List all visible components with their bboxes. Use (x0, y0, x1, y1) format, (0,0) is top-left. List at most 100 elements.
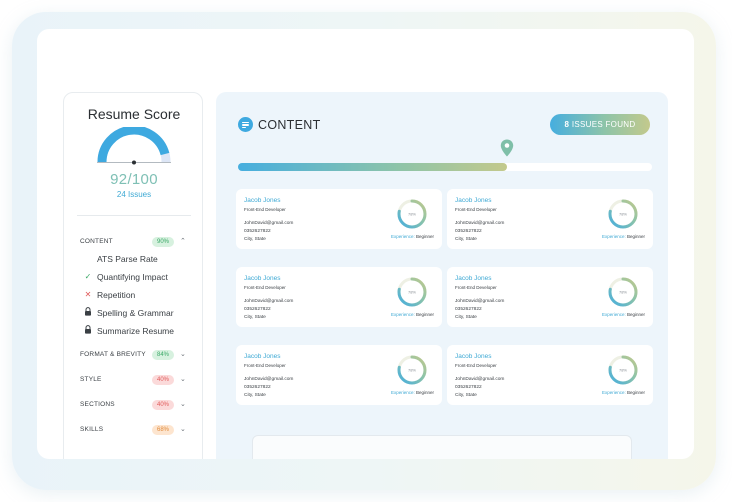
issues-count: 24 Issues (116, 190, 152, 199)
score-ring: 78% (397, 355, 427, 385)
content-item-summarize-resume[interactable]: Summarize Resume (83, 325, 193, 337)
category-label: CONTENT (80, 238, 113, 245)
lock-icon (83, 307, 93, 319)
experience-value: Beginner (627, 312, 646, 317)
content-item-spelling-grammar[interactable]: Spelling & Grammar (83, 307, 193, 319)
location-pin-icon[interactable] (500, 139, 514, 157)
resume-card[interactable]: Jacob Jones Front-End Developer JohnDavi… (447, 189, 653, 249)
content-item-label: Summarize Resume (97, 326, 174, 336)
experience-value: Beginner (627, 390, 646, 395)
resume-score-sidebar: Resume Score 92/100 24 Issues CONTENT 90… (63, 92, 203, 459)
candidate-name: Jacob Jones (244, 197, 281, 204)
score-ring: 78% (608, 355, 638, 385)
chevron-up-icon[interactable]: ⌃ (180, 238, 186, 245)
candidate-location: City, State (244, 315, 266, 320)
category-score-badge: 84% (152, 350, 174, 360)
detail-panel (252, 435, 632, 459)
experience-value: Beginner (627, 234, 646, 239)
score-ring: 78% (608, 277, 638, 307)
content-item-quantifying-impact[interactable]: ✓ Quantifying Impact (83, 271, 193, 283)
ring-percent: 78% (408, 368, 416, 373)
experience-value: Beginner (416, 390, 435, 395)
ring-percent: 78% (408, 212, 416, 217)
candidate-location: City, State (455, 237, 477, 242)
candidate-name: Jacob Jones (244, 353, 281, 360)
resume-card[interactable]: Jacob Jones Front-End Developer JohnDavi… (236, 189, 442, 249)
experience-line: Experience: Beginner (391, 234, 434, 239)
candidate-role: Front-End Developer (244, 207, 286, 212)
experience-value: Beginner (416, 234, 435, 239)
app-window: Resume Score 92/100 24 Issues CONTENT 90… (37, 29, 694, 459)
category-skills[interactable]: SKILLS 68% ⌄ (80, 425, 190, 437)
candidate-phone: 0352627822 (244, 385, 271, 390)
section-title: CONTENT (258, 118, 321, 132)
candidate-name: Jacob Jones (455, 353, 492, 360)
ring-percent: 78% (619, 290, 627, 295)
candidate-phone: 0352627822 (244, 307, 271, 312)
experience-label: Experience: (602, 234, 626, 239)
candidate-role: Front-End Developer (244, 363, 286, 368)
category-label: SECTIONS (80, 401, 115, 408)
cross-icon: ✕ (84, 290, 92, 299)
category-score-badge: 40% (152, 400, 174, 410)
candidate-phone: 0352627822 (244, 229, 271, 234)
score-ring: 78% (397, 277, 427, 307)
candidate-role: Front-End Developer (455, 285, 497, 290)
experience-line: Experience: Beginner (602, 390, 645, 395)
candidate-name: Jacob Jones (244, 275, 281, 282)
score-value: 92/100 (110, 171, 158, 188)
candidate-location: City, State (244, 237, 266, 242)
candidate-role: Front-End Developer (455, 363, 497, 368)
resume-card[interactable]: Jacob Jones Front-End Developer JohnDavi… (447, 267, 653, 327)
issues-found-badge[interactable]: 8 ISSUES FOUND (550, 114, 650, 135)
resume-card[interactable]: Jacob Jones Front-End Developer JohnDavi… (236, 345, 442, 405)
candidate-role: Front-End Developer (455, 207, 497, 212)
candidate-email: JohnDavid@gmail.com (455, 377, 505, 382)
gauge-needle-dot (132, 160, 136, 165)
candidate-email: JohnDavid@gmail.com (455, 221, 505, 226)
category-style[interactable]: STYLE 40% ⌄ (80, 375, 190, 387)
sidebar-divider (77, 215, 191, 216)
candidate-role: Front-End Developer (244, 285, 286, 290)
category-score-badge: 90% (152, 237, 174, 247)
chevron-down-icon[interactable]: ⌄ (180, 426, 186, 433)
chevron-down-icon[interactable]: ⌄ (180, 376, 186, 383)
score-title: Resume Score (87, 106, 181, 122)
content-progress-fill (238, 163, 508, 171)
candidate-location: City, State (244, 393, 266, 398)
experience-label: Experience: (391, 390, 415, 395)
candidate-location: City, State (455, 315, 477, 320)
candidate-phone: 0352627822 (455, 385, 482, 390)
candidate-email: JohnDavid@gmail.com (244, 377, 294, 382)
category-content[interactable]: CONTENT 90% ⌃ (80, 237, 190, 249)
category-score-badge: 68% (152, 425, 174, 435)
experience-value: Beginner (416, 312, 435, 317)
content-item-label: Repetition (97, 290, 136, 300)
ring-percent: 78% (619, 368, 627, 373)
experience-line: Experience: Beginner (391, 312, 434, 317)
score-ring: 78% (397, 199, 427, 229)
resume-card[interactable]: Jacob Jones Front-End Developer JohnDavi… (447, 345, 653, 405)
chevron-down-icon[interactable]: ⌄ (180, 401, 186, 408)
experience-label: Experience: (602, 390, 626, 395)
issues-found-count: 8 (564, 120, 570, 129)
candidate-name: Jacob Jones (455, 275, 492, 282)
candidate-name: Jacob Jones (455, 197, 492, 204)
content-panel: CONTENT 8 ISSUES FOUND Jacob Jones Front… (216, 92, 668, 459)
experience-line: Experience: Beginner (602, 312, 645, 317)
issues-found-label: ISSUES FOUND (571, 120, 636, 129)
check-icon: ✓ (84, 272, 92, 281)
category-format-brevity[interactable]: FORMAT & BREVITY 84% ⌄ (80, 350, 190, 362)
candidate-email: JohnDavid@gmail.com (244, 299, 294, 304)
experience-label: Experience: (391, 312, 415, 317)
resume-card[interactable]: Jacob Jones Front-End Developer JohnDavi… (236, 267, 442, 327)
candidate-location: City, State (455, 393, 477, 398)
ring-percent: 78% (408, 290, 416, 295)
category-sections[interactable]: SECTIONS 40% ⌄ (80, 400, 190, 412)
content-item-repetition[interactable]: ✕ Repetition (83, 289, 193, 301)
candidate-phone: 0352627822 (455, 307, 482, 312)
lock-icon (83, 325, 93, 337)
content-item-ats-parse-rate[interactable]: ATS Parse Rate (83, 253, 193, 265)
chevron-down-icon[interactable]: ⌄ (180, 351, 186, 358)
content-item-label: Quantifying Impact (97, 272, 168, 282)
